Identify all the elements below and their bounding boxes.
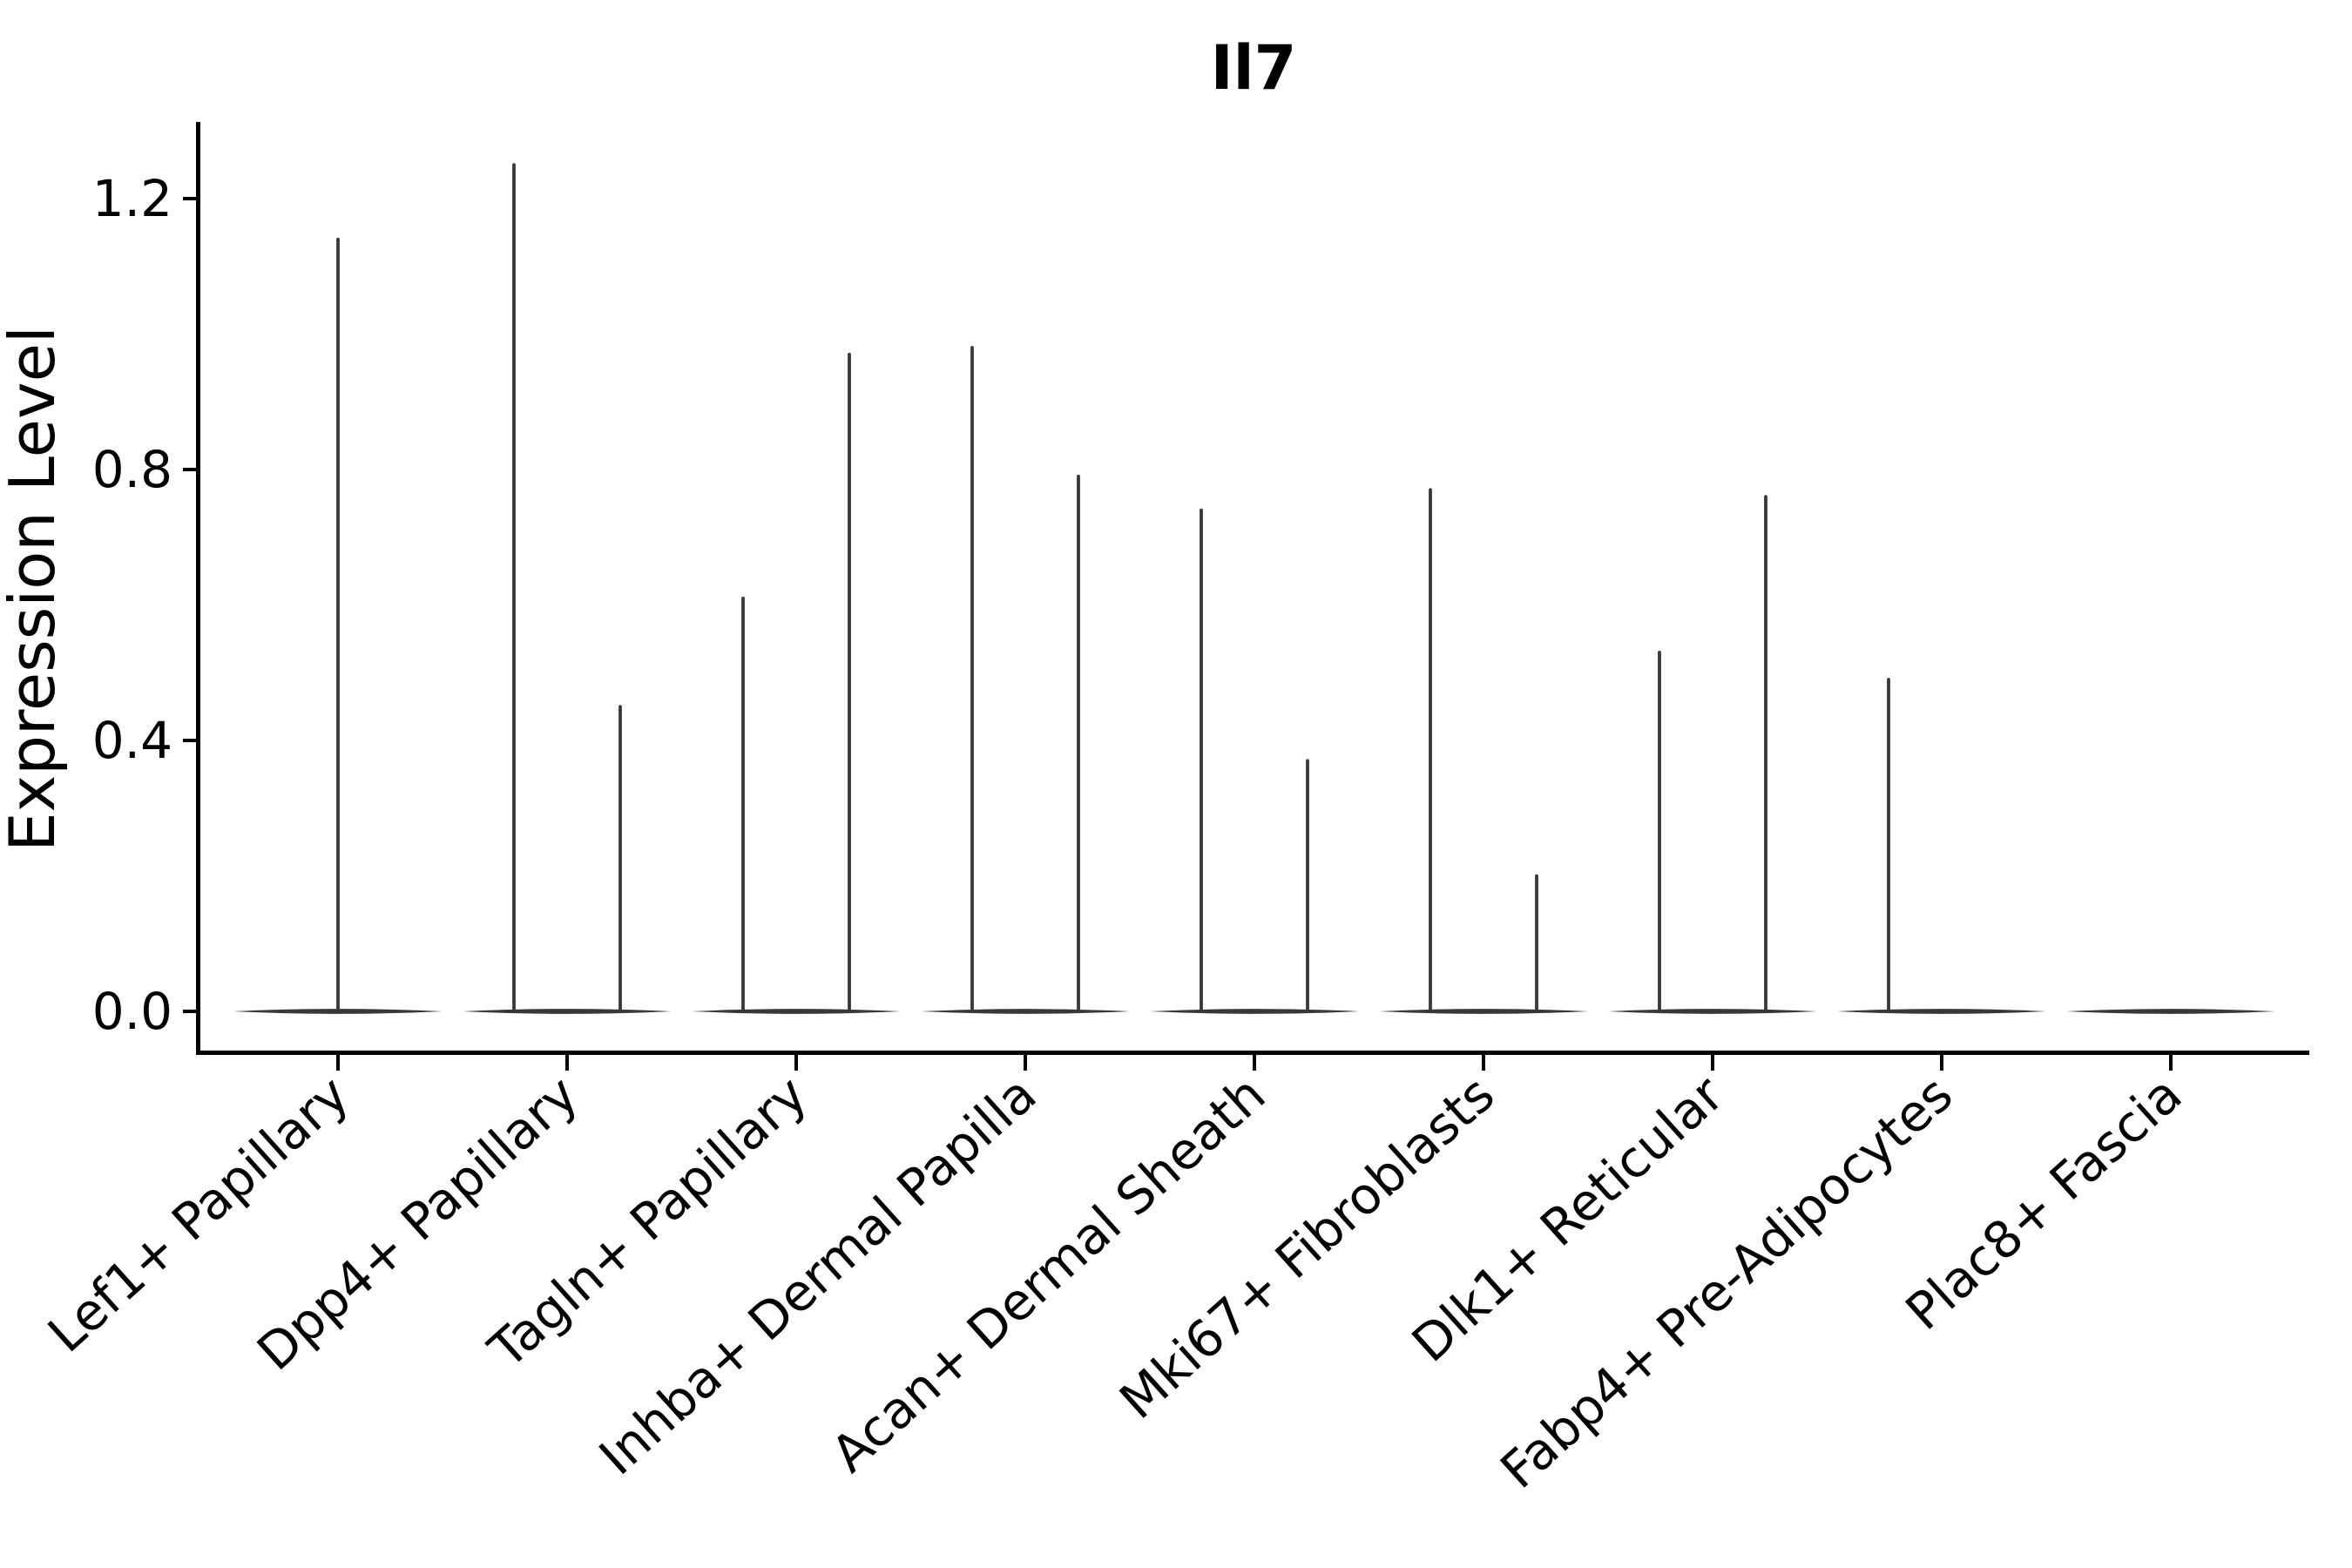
- chart-title: Il7: [1211, 32, 1297, 104]
- violin-base: [1150, 1009, 1359, 1014]
- y-tick-label: 0.0: [92, 982, 172, 1041]
- x-tick: [1024, 1055, 1027, 1071]
- y-axis-label: Expression Level: [0, 326, 69, 852]
- y-axis-spine: [196, 122, 200, 1055]
- x-tick: [336, 1055, 340, 1071]
- y-tick: [183, 197, 199, 200]
- x-tick-label: Mki67+ Fibroblasts: [1108, 1064, 1505, 1430]
- violin-base: [921, 1009, 1130, 1014]
- x-tick: [2169, 1055, 2173, 1071]
- violin-base: [463, 1009, 672, 1014]
- y-tick: [183, 1010, 199, 1013]
- y-tick: [183, 739, 199, 742]
- x-tick-label: Acan+ Dermal Sheath: [820, 1064, 1276, 1484]
- x-tick: [565, 1055, 569, 1071]
- x-axis-spine: [196, 1051, 2309, 1055]
- violins-layer: [233, 163, 2275, 1014]
- y-tick-labels: 0.0 0.4 0.8 1.2: [92, 169, 172, 1041]
- violin-base: [1837, 1009, 2046, 1014]
- x-tick: [1940, 1055, 1943, 1071]
- y-tick: [183, 468, 199, 471]
- violin-base: [1608, 1009, 1817, 1014]
- violin-base: [1379, 1009, 1588, 1014]
- violin-base: [2066, 1009, 2275, 1014]
- x-tick: [1711, 1055, 1714, 1071]
- x-tick: [794, 1055, 798, 1071]
- y-tick-label: 1.2: [92, 169, 172, 228]
- axes-layer: [183, 122, 2309, 1071]
- x-tick-label: Fabp4+ Pre-Adipocytes: [1490, 1064, 1964, 1500]
- x-tick: [1253, 1055, 1256, 1071]
- y-tick-label: 0.8: [92, 440, 172, 499]
- violin-base: [692, 1009, 901, 1014]
- x-tick-label: Inhba+ Dermal Papilla: [588, 1064, 1047, 1486]
- y-tick-label: 0.4: [92, 711, 172, 770]
- x-tick: [1482, 1055, 1485, 1071]
